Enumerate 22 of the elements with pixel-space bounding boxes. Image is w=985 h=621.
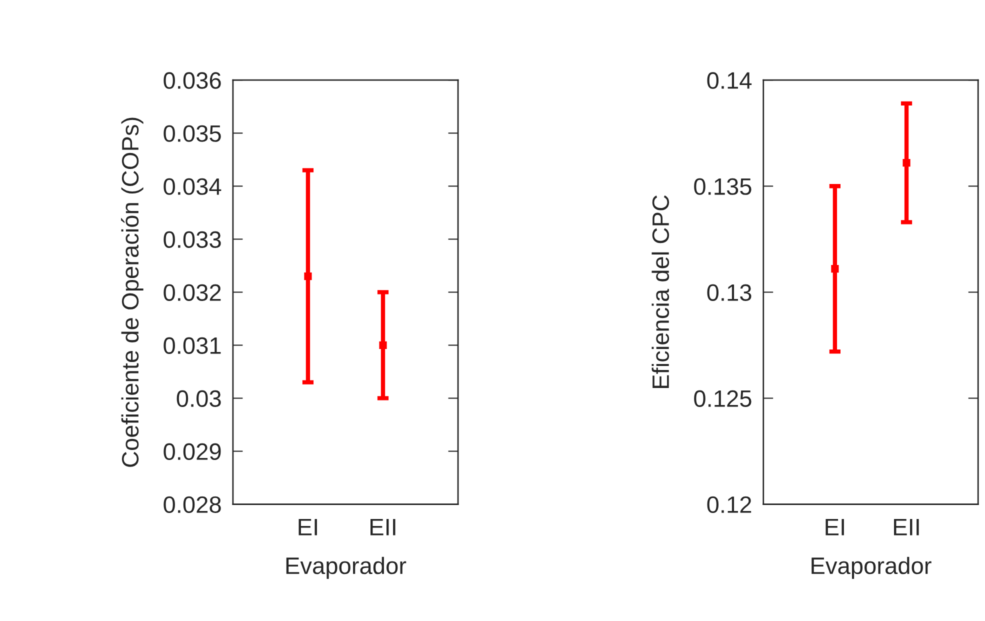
y-axis-title: Coeficiente de Operación (COPs) bbox=[121, 118, 144, 467]
y-tick-label: 0.031 bbox=[164, 337, 221, 354]
y-tick-label: 0.034 bbox=[164, 178, 222, 195]
y-tick-label: 0.033 bbox=[164, 231, 221, 248]
x-tick-label: EII bbox=[370, 519, 396, 536]
x-axis-title: Evaporador bbox=[812, 556, 932, 579]
x-axis-title: Evaporador bbox=[286, 556, 406, 579]
x-tick-label: EI bbox=[826, 519, 844, 536]
y-tick-label: 0.03 bbox=[176, 390, 221, 408]
y-tick-label: 0.032 bbox=[164, 284, 221, 301]
y-tick-label: 0.14 bbox=[707, 72, 752, 89]
y-tick-label: 0.035 bbox=[164, 125, 221, 142]
y-tick-label: 0.12 bbox=[707, 496, 752, 514]
y-tick-label: 0.125 bbox=[694, 390, 752, 408]
y-tick-label: 0.028 bbox=[164, 496, 221, 514]
x-tick-label: EII bbox=[894, 519, 919, 536]
y-axis-title: Eficiencia del CPC bbox=[652, 195, 670, 388]
y-tick-label: 0.029 bbox=[164, 443, 221, 460]
x-tick-label: EI bbox=[298, 519, 317, 536]
y-tick-label: 0.135 bbox=[694, 178, 752, 195]
y-tick-label: 0.13 bbox=[707, 284, 752, 301]
y-tick-label: 0.036 bbox=[164, 72, 221, 89]
